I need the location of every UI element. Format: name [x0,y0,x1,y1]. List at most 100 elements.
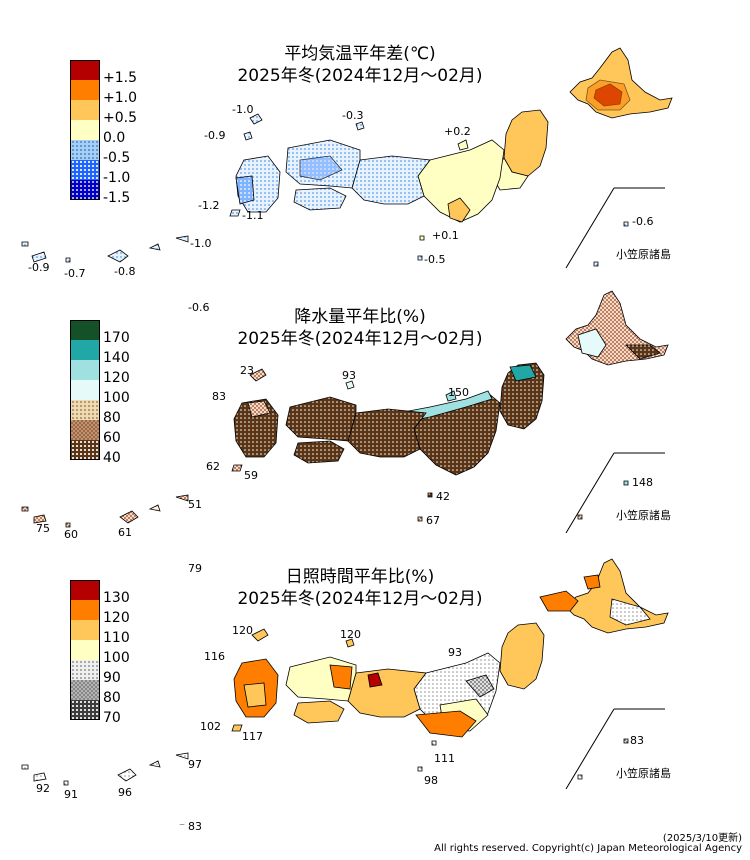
precip-value: 59 [244,469,258,482]
temperature-title: 平均気温平年差(℃) [284,44,436,64]
legend-swatch [70,620,100,640]
sunshine-map [21,558,669,825]
legend-swatch [70,440,100,460]
sun-value: 97 [188,758,202,771]
precip-value: 150 [448,386,469,399]
temp-value: -0.9 [28,261,50,274]
sun-value: 120 [232,624,253,637]
sunshine-title: 日照時間平年比(%) [285,567,435,587]
legend-label: 60 [103,430,121,446]
kinki [351,155,431,205]
legend-swatch [70,160,100,180]
legend-label: 140 [103,350,130,366]
sun-value: 111 [434,752,455,765]
ogasawara-label: 小笠原諸島 [616,767,671,780]
sunshine-ratio-panel: 日照時間平年比(%) 2025年冬(2024年12月〜02月) 130 120 11… [0,555,750,833]
legend-label: 80 [103,410,121,426]
chubu-gray [465,674,495,698]
legend-swatch [70,400,100,420]
kyushu-cool [235,175,255,205]
legend-swatch [70,420,100,440]
temp-value: +0.1 [432,229,459,242]
kinki [347,408,427,458]
legend-swatch [70,360,100,380]
kinki-red [367,672,383,688]
legend-swatch [70,100,100,120]
sun-value: 91 [64,788,78,801]
temperature-period: 2025年冬(2024年12月〜02月) [237,66,483,86]
legend-swatch [70,640,100,660]
sun-value: 96 [118,786,132,799]
legend-label: 40 [103,450,121,466]
legend-label: 130 [103,590,130,606]
shikoku [293,440,345,464]
legend-swatch [70,380,100,400]
precip-value: 67 [426,514,440,527]
chugoku [285,396,357,442]
precipitation-period: 2025年冬(2024年12月〜02月) [237,329,483,349]
kii [415,710,477,738]
legend-label: 120 [103,610,130,626]
temp-value: -0.6 [188,301,210,314]
legend-label: 120 [103,370,130,386]
legend-label: 100 [103,650,130,666]
temp-value: -1.0 [190,237,212,250]
hokkaido-east [609,598,651,626]
legend-label: 0.0 [103,130,126,146]
sun-value: 92 [36,782,50,795]
legend-swatch [70,120,100,140]
precip-value: 83 [212,390,226,403]
sunshine-period: 2025年冬(2024年12月〜02月) [237,589,483,609]
hokkaido-wet [577,328,607,358]
precip-value: 148 [632,476,653,489]
kyushu-south [243,682,267,708]
kinki [347,668,427,718]
legend-swatch [70,700,100,720]
precip-value: 60 [64,528,78,541]
legend-swatch [70,600,100,620]
legend-label: 100 [103,390,130,406]
temp-value: -0.8 [114,265,136,278]
hokkaido-west [539,590,579,612]
hokkaido [565,558,669,634]
temp-value: -1.0 [232,103,254,116]
temp-value: -0.5 [424,253,446,266]
precip-value: 51 [188,498,202,511]
sun-value: 102 [200,720,221,733]
precip-value: 79 [188,562,202,575]
legend-label: 110 [103,630,130,646]
precip-value: 61 [118,526,132,539]
legend-label: 70 [103,710,121,726]
legend-label: -1.5 [103,190,131,206]
temp-value: -0.6 [632,215,654,228]
tohoku [503,109,549,177]
legend-swatch [70,80,100,100]
tohoku [499,622,545,690]
legend-swatch [70,140,100,160]
temp-value: -1.1 [242,209,264,222]
legend-swatch [70,340,100,360]
legend-label: +1.5 [103,70,137,86]
sun-value: 93 [448,646,462,659]
legend-label: 90 [103,670,121,686]
precipitation-map [21,290,669,534]
hokkaido-warm-ring [585,79,631,111]
sun-value: 98 [424,774,438,787]
legend-swatch [70,320,100,340]
hokkaido-east [625,344,661,360]
sun-value: 116 [204,650,225,663]
legend-swatch [70,580,100,600]
izu [447,197,471,223]
legend-label: -0.5 [103,150,131,166]
chugoku-warm [329,664,353,690]
legend-swatch [70,60,100,80]
temp-value: -0.7 [64,267,86,280]
hokkaido-north [583,574,601,590]
precip-value: 23 [240,364,254,377]
precip-value: 75 [36,522,50,535]
ogasawara-label: 小笠原諸島 [616,248,671,261]
tohoku [499,362,545,430]
sun-value: 83 [188,820,202,833]
precip-value: 62 [206,460,220,473]
temperature-anomaly-panel: 平均気温平年差(℃) 2025年冬(2024年12月〜02月) +1.5 +1.0… [0,0,750,314]
